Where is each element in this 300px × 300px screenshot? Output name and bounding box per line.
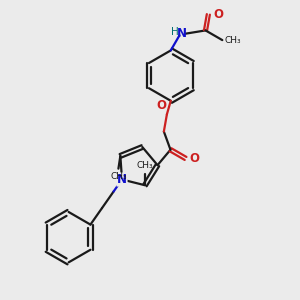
Text: O: O: [190, 152, 200, 165]
Text: O: O: [157, 99, 166, 112]
Text: O: O: [213, 8, 223, 21]
Text: CH₃: CH₃: [224, 36, 241, 45]
Text: H: H: [171, 27, 178, 37]
Text: CH₃: CH₃: [137, 161, 153, 170]
Text: CH₃: CH₃: [110, 172, 127, 181]
Text: N: N: [177, 27, 187, 40]
Text: N: N: [117, 173, 127, 186]
